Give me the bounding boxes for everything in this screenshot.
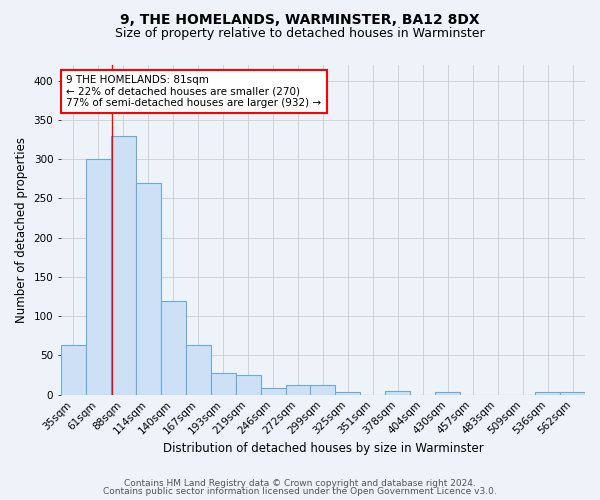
- Y-axis label: Number of detached properties: Number of detached properties: [15, 137, 28, 323]
- Text: 9, THE HOMELANDS, WARMINSTER, BA12 8DX: 9, THE HOMELANDS, WARMINSTER, BA12 8DX: [120, 12, 480, 26]
- Bar: [186, 346, 211, 395]
- Bar: [61, 346, 86, 395]
- Bar: [211, 372, 236, 394]
- Bar: [435, 392, 460, 394]
- Bar: [161, 300, 186, 394]
- Bar: [335, 392, 361, 394]
- X-axis label: Distribution of detached houses by size in Warminster: Distribution of detached houses by size …: [163, 442, 484, 455]
- Bar: [535, 392, 560, 394]
- Bar: [136, 183, 161, 394]
- Text: Contains public sector information licensed under the Open Government Licence v3: Contains public sector information licen…: [103, 487, 497, 496]
- Bar: [310, 384, 335, 394]
- Bar: [111, 136, 136, 394]
- Bar: [286, 384, 310, 394]
- Text: Contains HM Land Registry data © Crown copyright and database right 2024.: Contains HM Land Registry data © Crown c…: [124, 478, 476, 488]
- Bar: [86, 159, 111, 394]
- Text: 9 THE HOMELANDS: 81sqm
← 22% of detached houses are smaller (270)
77% of semi-de: 9 THE HOMELANDS: 81sqm ← 22% of detached…: [66, 75, 322, 108]
- Bar: [236, 375, 260, 394]
- Text: Size of property relative to detached houses in Warminster: Size of property relative to detached ho…: [115, 28, 485, 40]
- Bar: [260, 388, 286, 394]
- Bar: [385, 391, 410, 394]
- Bar: [560, 392, 585, 394]
